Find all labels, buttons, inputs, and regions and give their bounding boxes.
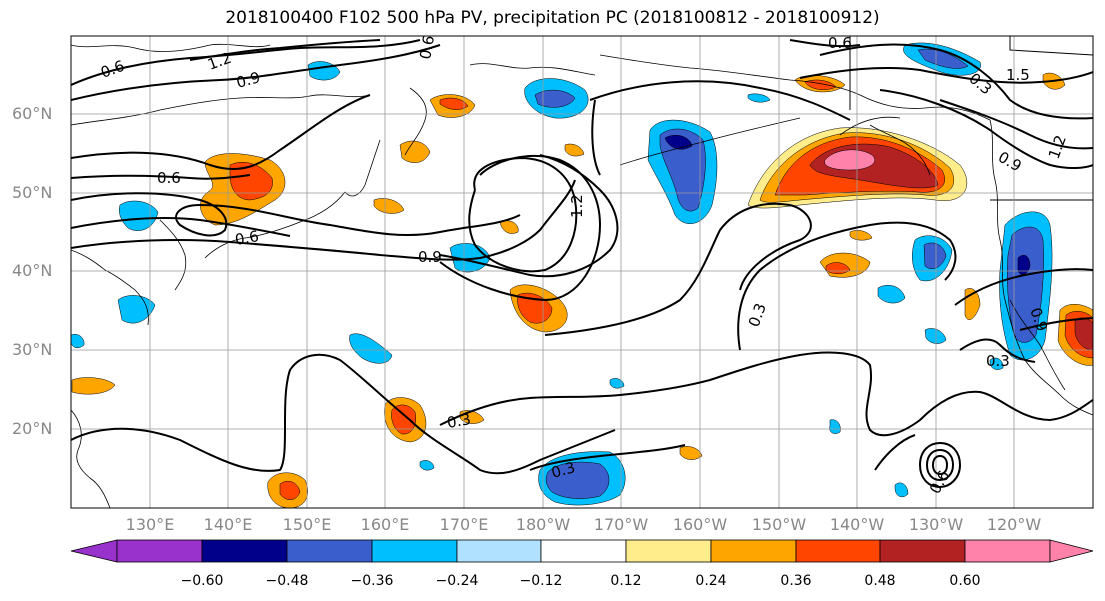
pv-contour-trough [439,154,602,302]
contour-label: 0.6 [157,169,181,187]
lon-label: 130°E [125,515,175,534]
pv-contour-0-3-lower [529,444,686,471]
lat-label: 40°N [12,261,53,280]
pv-contour-0-9-north [71,44,441,101]
pv-contour-0-9-ne [879,89,1093,169]
colorbar [70,539,1094,563]
map-frame [70,35,1094,509]
pv-contour-gulf [589,80,851,121]
lat-label: 20°N [12,419,53,438]
pv-contour-0-9-east [954,268,1093,306]
pv-contour-0-6-ring-1 [918,441,962,489]
colorbar-label: −0.60 [180,573,224,589]
contour-label: 0.3 [986,352,1010,370]
colorbar-segment [795,539,881,563]
colorbar-segment [456,539,542,563]
lon-label: 150°W [751,515,807,534]
lon-label: 140°W [829,515,885,534]
pv-contour-0-6-west [71,94,371,170]
lon-label: 150°E [282,515,332,534]
pv-contour-gulf-2 [591,99,601,176]
colorbar-label: −0.48 [265,573,309,589]
pv-contour-0-6-ne [819,43,1093,120]
lon-label: 170°E [439,515,489,534]
contour-label: 1.2 [568,194,586,218]
contour-label: 0.3 [549,458,577,482]
contour-label: 0.9 [418,248,442,266]
colorbar-segment [201,539,288,563]
map-area: 0.6 1.2 0.9 0.6 0.6 0.6 0.9 1.2 0.3 0.3 … [71,34,1093,508]
lon-label: 140°E [203,515,253,534]
lat-label: 30°N [12,340,53,359]
colorbar-segment [710,539,797,563]
pv-contour-0-3-west-us [959,338,1036,363]
colorbar-label: 0.36 [780,573,812,589]
colorbar-label: −0.12 [519,573,563,589]
pv-contour-0-3-east [737,221,957,351]
colorbar-label: 0.24 [695,573,727,589]
colorbar-label: 0.48 [864,573,896,589]
map-title: 2018100400 F102 500 hPa PV, precipitatio… [225,8,880,28]
colorbar-segment-max [1049,539,1094,563]
lon-label: 160°W [672,515,728,534]
colorbar-segment [625,539,712,563]
pv-contours [71,39,1093,489]
colorbar-label: 0.12 [610,573,642,589]
pv-contour-0-6-lower [71,217,291,237]
contour-label: 0.3 [446,410,473,432]
colorbar-label: −0.24 [435,573,479,589]
coastlines [71,43,1093,508]
gridlines [71,36,1093,508]
pv-contour-0-6-north [71,39,421,86]
pv-contour-0-9-west [71,174,251,180]
pv-contour-0-6-ring-3 [931,454,949,476]
lat-label: 50°N [12,183,53,202]
pv-contour-0-3-subtrop [71,353,616,475]
colorbar-segment [879,539,966,563]
lon-label: 130°W [908,515,964,534]
lon-label: 120°W [986,515,1042,534]
contour-label: 0.6 [416,34,438,61]
colorbar-segment [286,539,373,563]
pv-contour-0-6-ring-2 [925,448,955,482]
pv-contour-0-6-east [1019,317,1093,331]
lon-label: 160°E [360,515,410,534]
lat-label: 60°N [12,104,53,123]
colorbar-label: 0.60 [949,573,981,589]
pv-contour-0-3-ridge [544,202,791,336]
lon-label: 170°W [593,515,649,534]
contour-label: 0.9 [234,68,262,92]
colorbar-segment [371,539,458,563]
colorbar-segment [540,539,627,563]
lon-label: 180°W [515,515,571,534]
colorbar-segment-min [70,539,118,563]
pv-contour-1-2-north [189,39,381,61]
pv-contour-0-6-jet [71,192,521,237]
pv-contour-0-9-trough [71,179,576,261]
pv-contour-0-3-ne [799,67,1093,84]
contour-label: 0.6 [234,227,261,249]
colorbar-segment [116,539,203,563]
colorbar-label: −0.36 [350,573,394,589]
contour-label: 1.5 [1006,66,1030,84]
pv-contour-subtrop-east [874,434,916,471]
pv-contour-0-3-mid [439,351,1093,437]
colorbar-segment [964,539,1051,563]
pv-contour-0-3-hook [739,204,812,291]
pv-contour-1-5-ne [789,39,861,48]
pv-contour-0-9-ridge [439,154,619,278]
contour-label: 0.6 [828,34,852,52]
pv-contour-1-2-trough [468,156,578,273]
pv-contour-1-2-ne [939,99,1093,150]
